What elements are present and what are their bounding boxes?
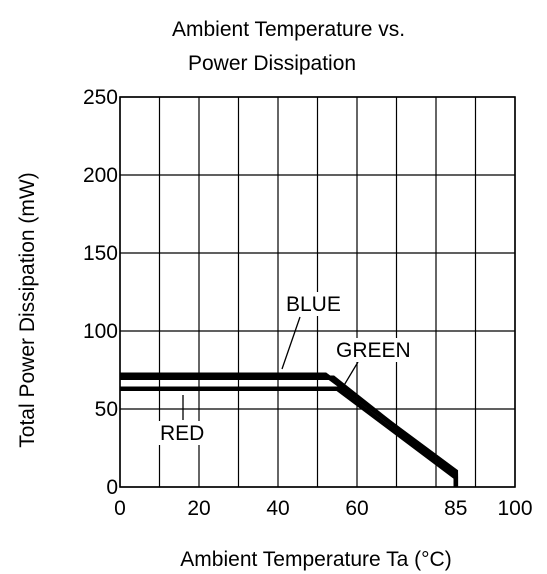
leader-line-green [339,361,359,393]
chart-title-line-2: Power Dissipation [188,52,356,75]
series-line-red [120,386,459,487]
annotation-bg-red [157,421,208,445]
x-tick-label-100: 100 [497,497,532,520]
annotation-bg-green [333,338,414,362]
y-tick-label-200: 200 [83,164,118,187]
y-tick-label-150: 150 [83,242,118,265]
x-tick-label-20: 20 [187,497,210,520]
y-tick-label-50: 50 [95,398,118,421]
chart-title-line-1: Ambient Temperature vs. [172,18,405,41]
y-tick-label-0: 0 [106,476,118,499]
x-axis-label: Ambient Temperature Ta (°C) [180,548,451,571]
annotation-bg-blue [283,292,349,316]
annotations: BLUE GREEN RED [157,292,414,445]
x-tick-label-60: 60 [345,497,368,520]
leader-line-blue [281,316,301,370]
plot-frame [119,96,516,488]
x-tick-label-0: 0 [114,497,126,520]
x-tick-label-40: 40 [266,497,289,520]
series-lines [120,372,459,487]
annotation-label-green: GREEN [336,339,411,362]
y-axis-label: Total Power Dissipation (mW) [16,172,39,447]
x-tick-label-85: 85 [444,497,467,520]
annotation-label-red: RED [160,422,204,445]
grid [119,96,516,488]
annotation-label-blue: BLUE [286,293,341,316]
tick-labels: 0 20 40 60 85 100 0 50 100 150 200 250 [83,86,533,520]
y-tick-label-100: 100 [83,320,118,343]
y-tick-label-250: 250 [83,86,118,109]
